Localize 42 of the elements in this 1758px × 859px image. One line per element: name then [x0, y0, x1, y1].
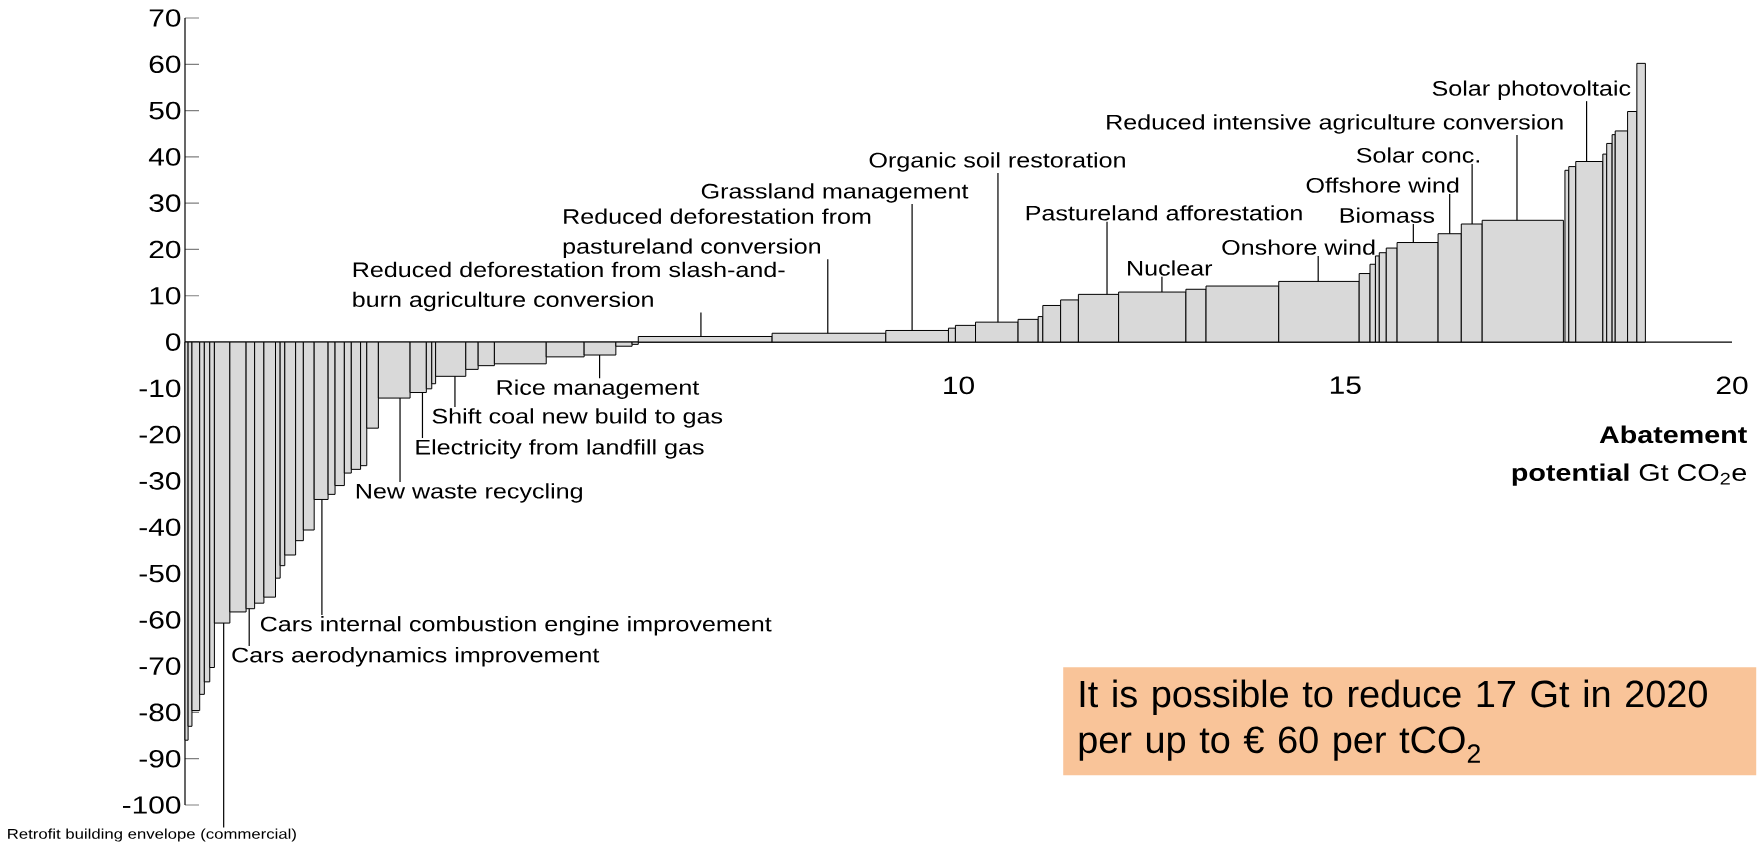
annotation: Rice management [497, 379, 700, 400]
y-tick-label: 20 [149, 240, 181, 259]
annotation: Cars aerodynamics improvement [232, 647, 600, 667]
annotation: New waste recycling [356, 483, 582, 503]
y-tick-label: 30 [149, 194, 181, 212]
annotation: Grassland management [701, 183, 969, 203]
y-tick-label: -80 [139, 703, 181, 722]
y-tick-label: -70 [139, 657, 181, 675]
y-tick-label: 10 [150, 286, 181, 305]
annotation: Pastureland afforestation [1026, 205, 1302, 221]
y-tick-label: 70 [149, 9, 181, 27]
x-tick-label: 20 [1716, 376, 1748, 395]
annotation: Onshore wind [1222, 239, 1375, 255]
x-axis-title: Abatement potential Gt CO$_{2}$e [1512, 425, 1747, 486]
y-tick-label: 0 [166, 333, 181, 351]
annotation: Reduced deforestation from slash-and-burn agriculture conversion [353, 261, 785, 312]
y-tick-label: 50 [149, 101, 181, 120]
annotation: Retrofit building envelope (commercial) [8, 828, 296, 842]
annotation: Reduced intensive agriculture conversion [1107, 114, 1563, 134]
y-tick-label: -30 [139, 472, 181, 490]
annotation: Shift coal new build to gas [432, 408, 723, 428]
annotation: Cars internal combustion engine improvement [260, 616, 772, 636]
y-tick-label: 40 [148, 148, 181, 166]
y-tick-label: -40 [139, 518, 181, 537]
annotation: Solar conc. [1356, 147, 1479, 163]
annotation: Solar photovoltaic [1432, 80, 1631, 100]
y-tick-label: -90 [139, 749, 181, 768]
y-tick-label: 60 [149, 55, 181, 74]
annotation: Biomass [1340, 207, 1435, 223]
y-tick-label: -10 [139, 379, 181, 398]
annotation: Offshore wind [1306, 177, 1459, 193]
annotation: Electricity from landfill gas [416, 439, 704, 459]
y-tick-label: -50 [139, 564, 181, 583]
y-tick-label: -20 [139, 425, 181, 444]
annotation: Reduced deforestation from pastureland conversion [563, 208, 871, 258]
annotation: It is possible to reduce 17 Gt in 2020 per up to € 60 per tCO$_{2}$ [1079, 679, 1707, 763]
y-tick-label: -100 [122, 796, 181, 814]
annotation: Organic soil restoration [869, 152, 1125, 172]
annotation: Nuclear [1128, 260, 1213, 276]
x-tick-label: 15 [1330, 376, 1361, 394]
y-tick-label: -60 [139, 611, 181, 629]
x-tick-label: 10 [944, 376, 974, 395]
